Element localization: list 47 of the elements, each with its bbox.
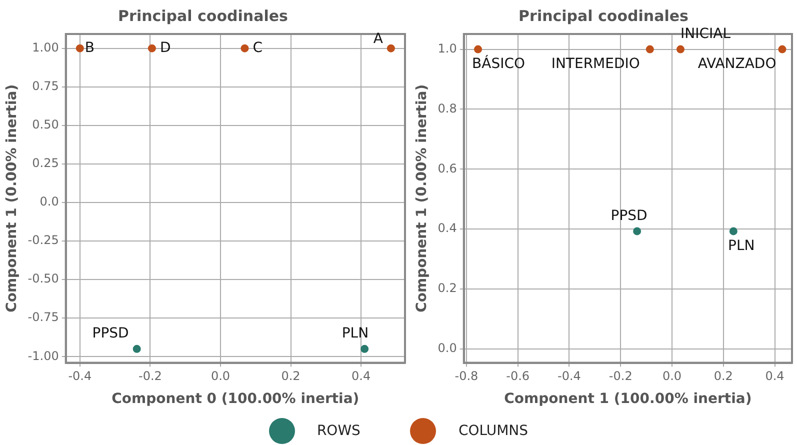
y-tick-label: 0.2	[438, 281, 457, 296]
annotation: AVANZADO	[698, 56, 776, 72]
legend-label: ROWS	[316, 423, 360, 439]
legend-label: COLUMNS	[458, 423, 528, 439]
y-tick-label: 0.0	[438, 341, 457, 356]
x-tick-label: -0.2	[138, 369, 162, 384]
y-tick-label: 0.75	[32, 79, 59, 93]
annotation: PLN	[728, 238, 755, 254]
x-tick-label: 0.4	[765, 369, 784, 384]
annotation: PPSD	[92, 326, 129, 342]
y-tick-label: -0.50	[28, 272, 59, 286]
x-tick-label: 0.0	[662, 369, 682, 384]
x-tick-label: -0.4	[558, 369, 581, 384]
chart-title: Principal coodinales	[518, 6, 689, 25]
annotation: D	[160, 40, 171, 56]
x-tick-label: -0.2	[608, 369, 632, 384]
x-tick-label: -0.8	[454, 369, 478, 384]
y-tick-label: 1.0	[438, 41, 457, 56]
x-tick-label: -0.6	[506, 369, 530, 384]
y-axis-title: Component 1 (0.00% inertia)	[4, 84, 20, 312]
x-tick-label: 0.2	[281, 369, 300, 384]
y-tick-label: 0.0	[40, 194, 59, 209]
y-tick-label: -1.00	[28, 348, 59, 363]
y-axis-title: Component 1 (0.00% inertia)	[414, 84, 430, 312]
y-tick-label: -0.25	[28, 233, 59, 248]
annotation: B	[84, 40, 95, 56]
annotation: INICIAL	[680, 26, 731, 42]
x-tick-label: 0.0	[210, 369, 230, 384]
y-tick-label: 0.50	[32, 118, 59, 132]
y-tick-label: 0.8	[438, 101, 457, 116]
x-axis-title: Component 1 (100.00% inertia)	[504, 391, 752, 408]
chart-title: Principal coodinales	[118, 6, 288, 25]
y-tick-label: 0.25	[32, 156, 59, 170]
x-tick-label: 0.4	[352, 369, 371, 384]
x-tick-label: -0.4	[68, 369, 92, 384]
annotation: PLN	[342, 326, 369, 342]
x-axis-title: Component 0 (100.00% inertia)	[112, 391, 360, 408]
annotation: A	[373, 30, 384, 47]
y-tick-label: 0.4	[438, 221, 457, 236]
y-tick-label: 1.00	[32, 40, 59, 54]
annotation: BÁSICO	[472, 54, 526, 72]
annotation: INTERMEDIO	[551, 56, 640, 72]
x-tick-label: 0.2	[714, 369, 733, 384]
annotation: PPSD	[610, 208, 648, 224]
y-tick-label: 0.6	[438, 161, 457, 176]
annotation: C	[252, 40, 263, 56]
y-tick-label: -0.75	[28, 310, 59, 324]
